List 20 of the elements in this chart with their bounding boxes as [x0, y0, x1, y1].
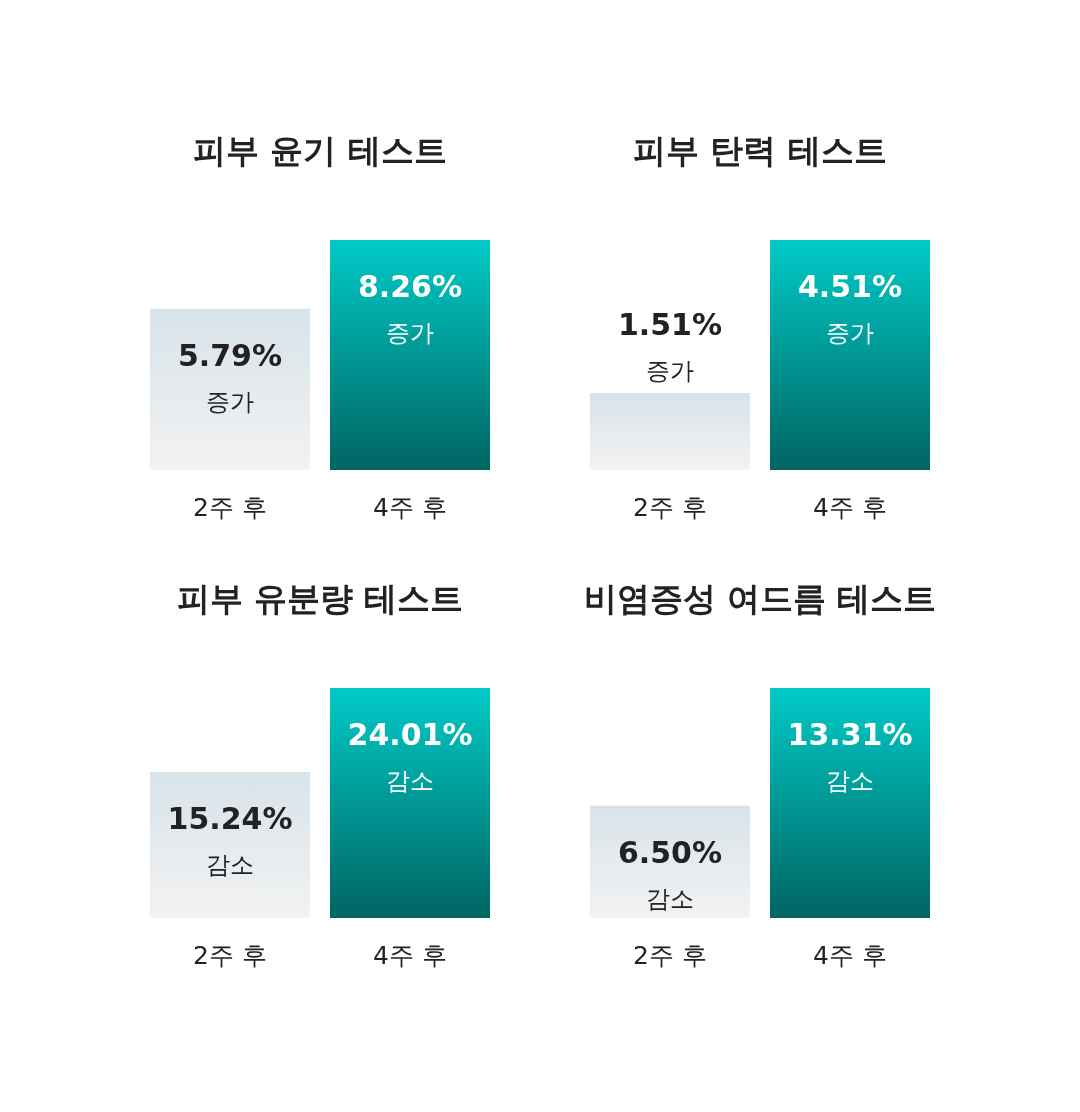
data-label: 6.50% 감소: [617, 834, 723, 913]
x-tick-label: 4주 후: [373, 493, 447, 522]
data-label: 1.51% 증가: [617, 306, 723, 385]
data-label: 8.26% 증가: [357, 269, 463, 347]
data-label: 5.79% 증가: [177, 337, 283, 416]
x-tick-label: 2주 후: [633, 941, 707, 970]
x-tick-label: 4주 후: [373, 941, 447, 970]
x-tick-label: 2주 후: [193, 941, 267, 970]
x-tick-label: 4주 후: [813, 941, 887, 970]
chart-title: 피부 윤기 테스트: [193, 131, 447, 170]
x-tick-label: 4주 후: [813, 493, 887, 522]
x-tick-label: 2주 후: [633, 493, 707, 522]
data-label: 4.51% 증가: [797, 269, 903, 347]
data-label: 24.01% 감소: [347, 717, 473, 795]
x-tick-label: 2주 후: [193, 493, 267, 522]
chart-title: 비염증성 여드름 테스트: [583, 579, 937, 618]
chart-title: 피부 유분량 테스트: [176, 579, 464, 618]
chart-title: 피부 탄력 테스트: [633, 131, 887, 170]
data-label: 13.31% 감소: [787, 717, 913, 795]
data-label: 15.24% 감소: [167, 801, 293, 880]
